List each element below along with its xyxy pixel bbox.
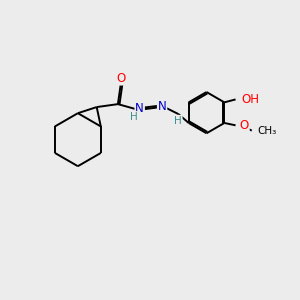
Text: N: N xyxy=(135,102,144,115)
Text: O: O xyxy=(240,118,249,131)
Text: CH₃: CH₃ xyxy=(257,126,276,136)
Text: H: H xyxy=(174,116,182,126)
Text: N: N xyxy=(158,100,167,113)
Text: OH: OH xyxy=(242,93,260,106)
Text: H: H xyxy=(130,112,138,122)
Text: O: O xyxy=(116,72,125,85)
